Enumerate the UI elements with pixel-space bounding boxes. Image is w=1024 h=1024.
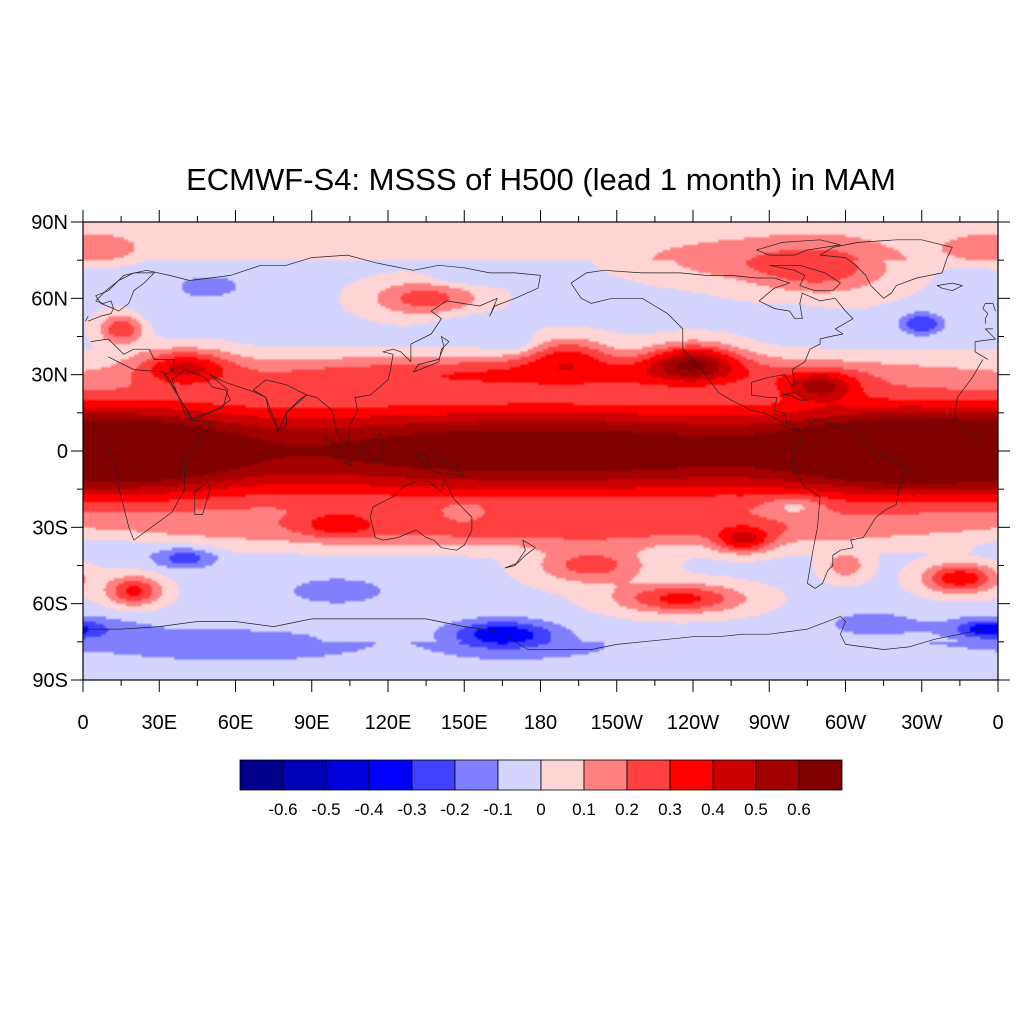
coastline-britain-1 — [85, 315, 89, 322]
y-tick-label: 60N — [31, 288, 68, 310]
y-tick-label: 0 — [57, 441, 68, 463]
colorbar-label: -0.1 — [483, 800, 512, 819]
coastline-africa-2 — [954, 415, 986, 439]
coastline-iceland — [936, 282, 963, 292]
y-tick-label: 90S — [32, 670, 68, 692]
colorbar-swatch — [454, 759, 499, 791]
x-tick-label: 30W — [901, 712, 942, 734]
x-tick-label: 30E — [141, 712, 177, 734]
colorbar-swatch — [669, 759, 714, 791]
x-axis-labels: 0 30E 60E 90E 120E 150E 180 150W 120W 90W 60W 30W 0 — [77, 712, 1003, 734]
y-tick-label: 30S — [32, 517, 68, 539]
x-tick-label: 0 — [77, 712, 88, 734]
colorbar-label: -0.5 — [311, 800, 340, 819]
coastline-cuba — [781, 392, 808, 401]
colorbar-swatch — [755, 759, 800, 791]
colorbar-label: 0.6 — [787, 800, 811, 819]
colorbar-swatch — [239, 759, 284, 791]
coastline-scandinavia — [95, 272, 155, 312]
coastline-new-zealand — [504, 539, 536, 569]
colorbar-swatch — [626, 759, 671, 791]
axis-ticks — [71, 210, 1010, 692]
colorbar-label: 0.1 — [572, 800, 596, 819]
coastline-north-america — [570, 269, 854, 431]
colorbar-swatch — [583, 759, 628, 791]
coastline-ellesmere — [756, 239, 841, 256]
y-tick-label: 60S — [32, 594, 68, 616]
colorbar-label: 0.5 — [744, 800, 768, 819]
y-tick-label: 30N — [31, 365, 68, 387]
msss-field — [83, 222, 998, 680]
coastline-eurasia-1 — [87, 254, 541, 449]
colorbar-label: -0.4 — [354, 800, 383, 819]
coastline-japan — [413, 336, 450, 373]
colorbar-swatch — [411, 759, 456, 791]
coastline-eurasia — [974, 341, 988, 360]
x-tick-label: 60E — [218, 712, 254, 734]
coastline-africa-1 — [105, 356, 213, 541]
colorbar-label: 0.4 — [701, 800, 725, 819]
x-tick-label: 120W — [667, 712, 719, 734]
coastline-britain-2 — [982, 303, 996, 324]
coastline-baffin — [768, 264, 841, 292]
coastline-antarctica — [83, 616, 986, 650]
colorbar-label: -0.2 — [440, 800, 469, 819]
colorbar-swatch — [798, 759, 843, 791]
coastline-eurasia-2 — [975, 328, 996, 342]
colorbar-label: -0.6 — [268, 800, 297, 819]
map-title: ECMWF-S4: MSSS of H500 (lead 1 month) in… — [186, 162, 896, 197]
x-tick-label: 180 — [524, 712, 557, 734]
colorbar-swatch — [368, 759, 413, 791]
y-axis-labels: 90N 60N 30N 0 30S 60S 90S — [31, 212, 68, 692]
colorbar-label: 0.3 — [658, 800, 682, 819]
x-tick-label: 150W — [591, 712, 643, 734]
colorbar-label: 0 — [536, 800, 545, 819]
coastline-madagascar — [194, 481, 211, 515]
y-tick-label: 90N — [31, 212, 68, 234]
colorbar-label: -0.3 — [397, 800, 426, 819]
coastline-australia — [369, 478, 473, 551]
colorbar-swatch — [282, 759, 327, 791]
coastline-greenland — [819, 239, 953, 299]
x-tick-label: 150E — [441, 712, 488, 734]
x-tick-label: 0 — [992, 712, 1003, 734]
coastline-borneo — [359, 432, 386, 462]
coastlines — [83, 239, 996, 650]
colorbar-label: 0.2 — [615, 800, 639, 819]
coastline-new-guinea — [415, 453, 465, 477]
colorbar-swatch — [497, 759, 542, 791]
x-tick-label: 90E — [294, 712, 330, 734]
x-tick-label: 60W — [825, 712, 866, 734]
coastline-arabia — [171, 369, 231, 421]
colorbar-swatch — [540, 759, 585, 791]
coastline-sumatra — [324, 437, 353, 467]
coastline-india — [253, 379, 308, 431]
x-tick-label: 120E — [365, 712, 412, 734]
coastline-south-america — [791, 420, 910, 589]
colorbar: -0.6 -0.5 -0.4 -0.3 -0.2 -0.1 0 0.1 0.2 0.3 0.4 0.5… — [239, 759, 843, 819]
coastline-africa — [954, 359, 984, 416]
colorbar-swatch — [325, 759, 370, 791]
colorbar-swatch — [712, 759, 757, 791]
x-tick-label: 90W — [749, 712, 790, 734]
